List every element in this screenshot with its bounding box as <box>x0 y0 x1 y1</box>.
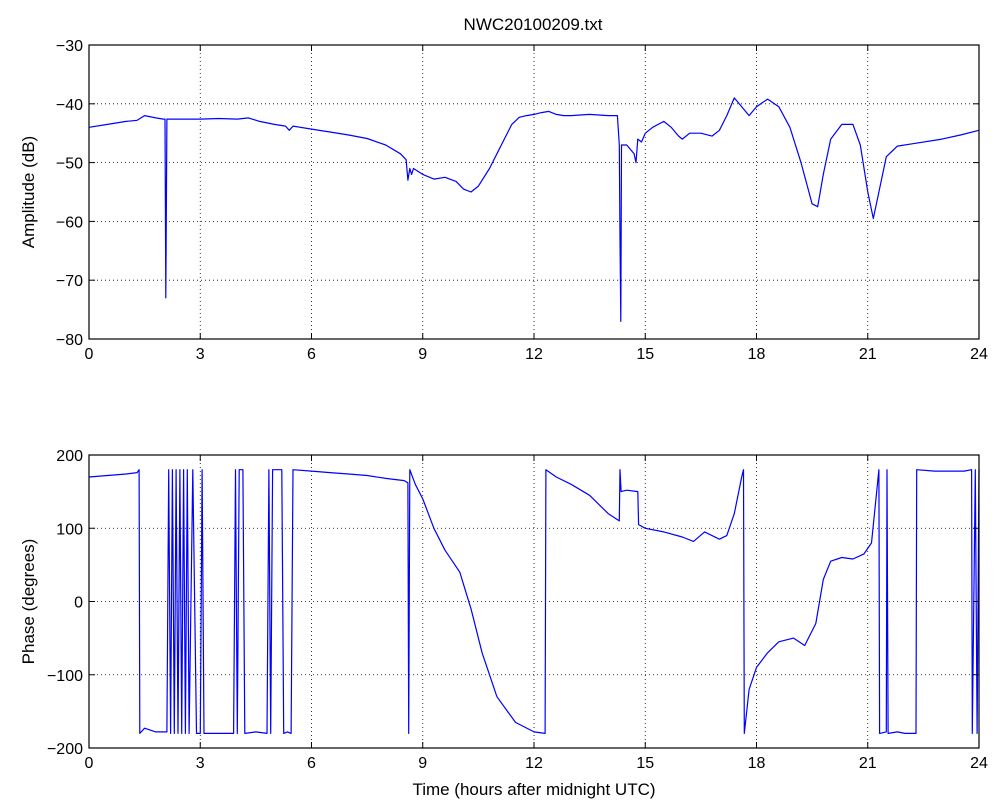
y-tick-label: −50 <box>56 156 83 173</box>
y-tick-label: −30 <box>56 38 83 55</box>
x-tick-label: 3 <box>196 755 205 772</box>
x-tick-label: 24 <box>970 346 988 363</box>
y-tick-label: −40 <box>56 97 83 114</box>
x-tick-label: 0 <box>85 755 94 772</box>
x-tick-label: 12 <box>525 346 543 363</box>
x-tick-label: 15 <box>636 346 654 363</box>
x-tick-label: 21 <box>859 346 877 363</box>
x-tick-label: 0 <box>85 346 94 363</box>
x-tick-label: 18 <box>748 755 766 772</box>
y-tick-label: 100 <box>56 521 83 538</box>
x-tick-label: 9 <box>418 346 427 363</box>
y-tick-label: −200 <box>47 741 83 758</box>
y-tick-label: −60 <box>56 214 83 231</box>
y-axis-title: Amplitude (dB) <box>19 136 38 248</box>
x-tick-label: 15 <box>636 755 654 772</box>
x-tick-label: 9 <box>418 755 427 772</box>
y-tick-label: 0 <box>74 595 83 612</box>
x-tick-label: 6 <box>307 346 316 363</box>
y-tick-label: 200 <box>56 448 83 465</box>
x-axis-title: Time (hours after midnight UTC) <box>412 780 655 799</box>
x-tick-label: 24 <box>970 755 988 772</box>
x-tick-label: 18 <box>748 346 766 363</box>
y-tick-label: −100 <box>47 668 83 685</box>
phase-axes: 0 3 6 9 12 15 18 21 24 −200 −100 0 100 200 Phase (degr… <box>19 448 988 799</box>
x-tick-label: 6 <box>307 755 316 772</box>
y-tick-label: −80 <box>56 332 83 349</box>
x-tick-label: 12 <box>525 755 543 772</box>
series-line-0 <box>88 97 980 322</box>
x-tick-label: 21 <box>859 755 877 772</box>
x-tick-label: 3 <box>196 346 205 363</box>
y-axis-title: Phase (degrees) <box>19 539 38 665</box>
series-line-0 <box>88 469 980 734</box>
y-tick-label: −70 <box>56 273 83 290</box>
figure-title: NWC20100209.txt <box>464 15 603 34</box>
amplitude-axes: 0 3 6 9 12 15 18 21 24 −80 −70 −60 −50 −40 −30 Amplitud… <box>19 38 988 363</box>
